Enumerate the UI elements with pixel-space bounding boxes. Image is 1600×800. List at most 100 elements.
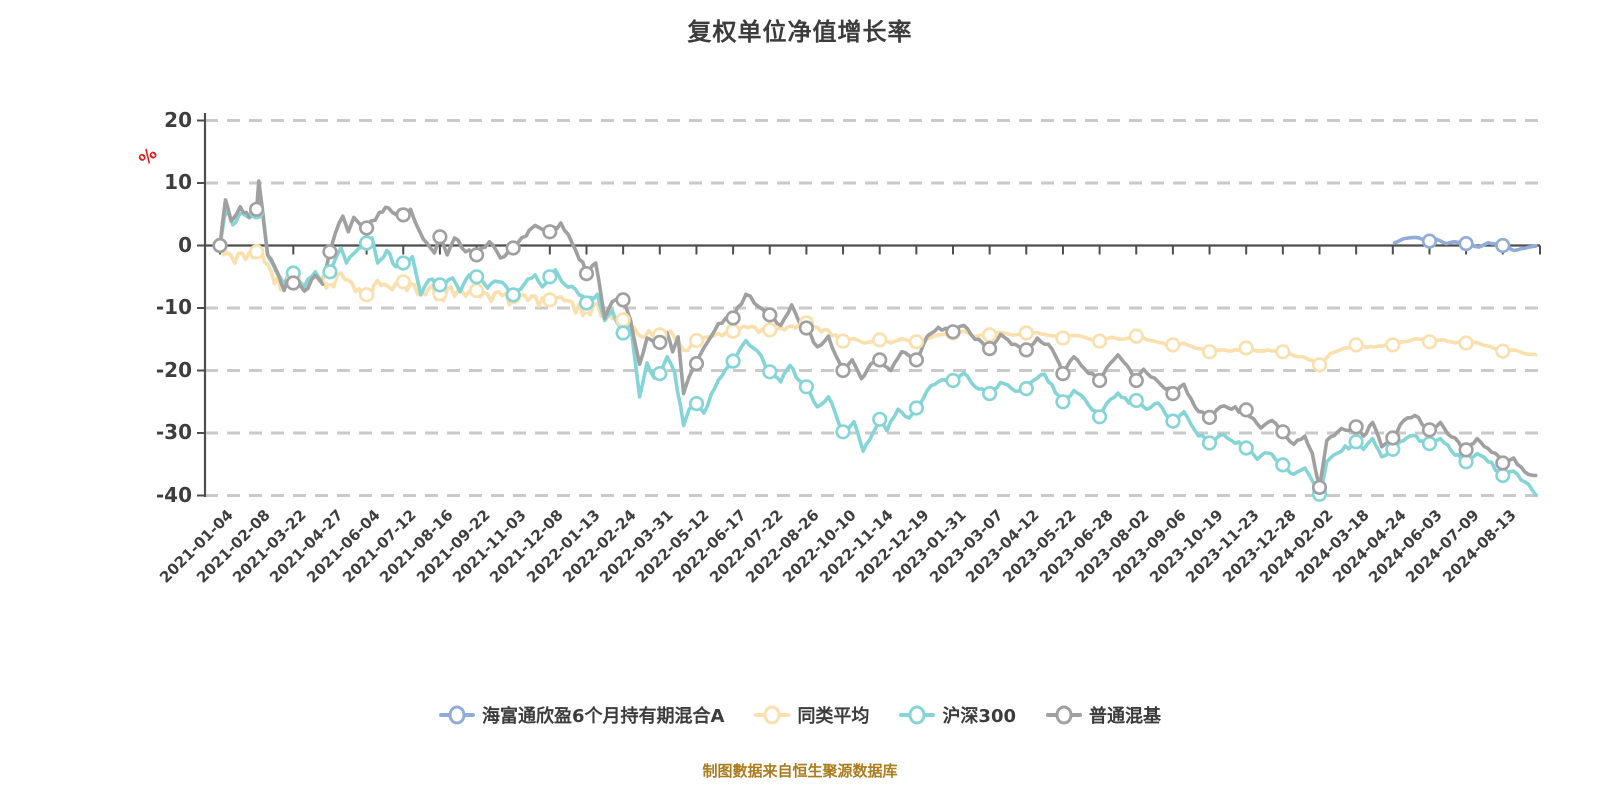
series-marker-mixed-fund-index <box>872 352 888 368</box>
legend-dot-icon <box>448 705 466 725</box>
series-marker-mixed-fund-index <box>542 224 558 240</box>
series-marker-hs300 <box>542 269 558 285</box>
series-marker-mixed-fund-index <box>1421 422 1438 438</box>
series-marker-hs300 <box>945 372 961 389</box>
series-marker-mixed-fund-index <box>505 240 521 256</box>
series-marker-peer-average <box>688 332 705 349</box>
series-marker-hs300 <box>432 277 448 293</box>
series-marker-mixed-fund-index <box>212 237 228 254</box>
series-marker-hs300 <box>505 287 521 303</box>
y-axis-label: 10 <box>164 170 192 194</box>
series-marker-peer-average <box>1495 343 1511 359</box>
series-marker-hs300 <box>762 364 778 380</box>
series-marker-mixed-fund-index <box>249 201 265 217</box>
series-marker-peer-average <box>762 322 778 338</box>
series-marker-hs300 <box>1128 392 1144 409</box>
series-marker-mixed-fund-index <box>762 307 778 323</box>
series-marker-mixed-fund-index <box>1091 372 1108 389</box>
series-marker-mixed-fund-index <box>798 320 815 336</box>
series-marker-hs300 <box>1018 381 1034 397</box>
series-marker-peer-average <box>1458 335 1474 351</box>
legend-line-icon <box>754 705 791 725</box>
series-marker-hs300 <box>359 235 375 251</box>
legend-dot-icon <box>1055 705 1073 725</box>
series-marker-peer-average <box>1018 325 1034 341</box>
series-marker-hs300 <box>908 400 925 416</box>
series-marker-hs300 <box>981 386 998 402</box>
series-marker-peer-average <box>1091 333 1108 349</box>
series-marker-peer-average <box>1275 344 1291 360</box>
series-marker-mixed-fund-index <box>322 244 338 260</box>
series-marker-hs300 <box>395 255 411 271</box>
series-marker-peer-average <box>725 323 741 339</box>
series-marker-peer-average <box>908 334 925 350</box>
series-marker-hs300 <box>798 379 815 395</box>
series-marker-mixed-fund-index <box>1495 455 1511 471</box>
series-marker-fund <box>1458 236 1474 252</box>
series-marker-peer-average <box>1385 337 1401 353</box>
series-marker-peer-average <box>1311 357 1328 373</box>
series-marker-peer-average <box>1055 330 1071 346</box>
series-marker-mixed-fund-index <box>652 334 668 351</box>
legend-label: 普通混基 <box>1089 706 1162 727</box>
series-marker-mixed-fund-index <box>1458 442 1474 458</box>
series-marker-mixed-fund-index <box>1238 402 1254 418</box>
legend-line-icon <box>899 705 936 725</box>
series-marker-peer-average <box>1238 340 1254 356</box>
y-axis-label: -30 <box>155 420 192 444</box>
series-marker-peer-average <box>835 333 851 349</box>
series-marker-hs300 <box>469 269 485 285</box>
series-marker-peer-average <box>615 312 631 328</box>
series-marker-mixed-fund-index <box>908 352 925 368</box>
series-marker-mixed-fund-index <box>1348 419 1364 435</box>
series-marker-peer-average <box>395 274 411 290</box>
series-marker-hs300 <box>1495 467 1511 484</box>
series-marker-mixed-fund-index <box>1055 366 1071 382</box>
legend-dot-icon <box>763 705 781 725</box>
series-marker-mixed-fund-index <box>1128 372 1144 389</box>
series-marker-peer-average <box>872 332 888 348</box>
series-marker-mixed-fund-index <box>725 310 741 326</box>
series-marker-mixed-fund-index <box>688 356 705 372</box>
series-marker-mixed-fund-index <box>432 229 448 245</box>
legend: 海富通欣盈6个月持有期混合A 同类平均 沪深300 普通混基 <box>0 702 1600 728</box>
series-marker-peer-average <box>359 287 375 303</box>
legend-item-fund[interactable]: 海富通欣盈6个月持有期混合A <box>438 702 725 728</box>
legend-line-icon <box>438 705 475 725</box>
series-marker-hs300 <box>835 424 851 440</box>
y-axis-label: 0 <box>178 232 192 257</box>
legend-label: 海富通欣盈6个月持有期混合A <box>481 706 725 727</box>
legend-item-peer-average[interactable]: 同类平均 <box>754 702 869 728</box>
series-marker-mixed-fund-index <box>469 247 485 263</box>
series-marker-peer-average <box>1165 337 1181 353</box>
series-marker-fund <box>1495 237 1511 254</box>
series-marker-hs300 <box>1091 409 1108 425</box>
y-axis-label: -20 <box>155 357 192 382</box>
series-marker-mixed-fund-index <box>578 266 595 282</box>
series-marker-mixed-fund-index <box>615 292 631 308</box>
series-marker-hs300 <box>1165 413 1181 429</box>
series-marker-mixed-fund-index <box>359 220 375 236</box>
series-marker-peer-average <box>469 282 485 299</box>
series-marker-hs300 <box>1275 457 1291 473</box>
series-marker-mixed-fund-index <box>945 324 961 340</box>
legend-label: 同类平均 <box>797 706 870 727</box>
series-marker-hs300 <box>1421 436 1438 452</box>
series-marker-mixed-fund-index <box>835 362 851 379</box>
chart-title: 复权单位净值增长率 <box>687 18 913 46</box>
y-axis-label: -40 <box>155 482 192 507</box>
series-marker-mixed-fund-index <box>1201 409 1218 426</box>
series-marker-peer-average <box>1348 337 1364 353</box>
series-marker-hs300 <box>1055 394 1071 410</box>
series-marker-mixed-fund-index <box>395 207 411 223</box>
series-marker-hs300 <box>1201 435 1218 451</box>
series-marker-mixed-fund-index <box>1018 342 1034 358</box>
series-marker-peer-average <box>1421 334 1438 350</box>
series-marker-mixed-fund-index <box>285 275 301 291</box>
data-source-note: 制图數据来自恒生聚源数据库 <box>702 762 898 780</box>
series-marker-hs300 <box>725 353 741 369</box>
legend-item-hs300[interactable]: 沪深300 <box>899 702 1016 728</box>
legend-item-mixed-fund[interactable]: 普通混基 <box>1046 702 1161 728</box>
series-marker-hs300 <box>652 366 668 382</box>
series-marker-peer-average <box>542 292 558 308</box>
